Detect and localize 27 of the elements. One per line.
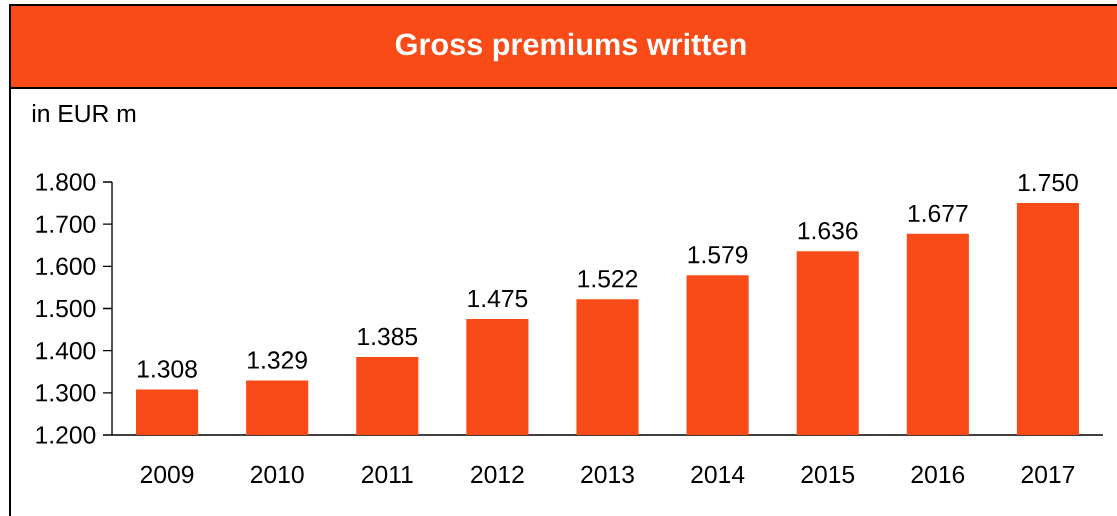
data-label: 1.329 bbox=[248, 351, 307, 369]
y-tick-label: 1.800 bbox=[36, 173, 96, 191]
x-tick-label: 2013 bbox=[581, 465, 634, 484]
y-tick-label: 1.200 bbox=[36, 426, 96, 444]
chart-title: Gross premiums written bbox=[395, 32, 746, 62]
y-tick-label: 1.300 bbox=[36, 384, 96, 402]
x-tick-label: 2014 bbox=[691, 465, 745, 484]
x-tick-label: 2010 bbox=[250, 465, 304, 484]
data-label: 1.522 bbox=[578, 269, 638, 288]
y-tick-label: 1.700 bbox=[36, 215, 96, 233]
x-tick-label: 2017 bbox=[1021, 465, 1075, 484]
data-label: 1.579 bbox=[688, 245, 748, 264]
x-tick-label: 2015 bbox=[801, 465, 855, 484]
data-label: 1.750 bbox=[1018, 173, 1078, 192]
data-label: 1.677 bbox=[908, 204, 968, 223]
x-tick-label: 2016 bbox=[911, 465, 965, 484]
data-label: 1.308 bbox=[138, 360, 197, 378]
data-label: 1.636 bbox=[798, 221, 858, 240]
x-tick-label: 2012 bbox=[471, 465, 524, 484]
data-label: 1.385 bbox=[358, 327, 418, 346]
data-label: 1.475 bbox=[468, 290, 528, 308]
x-tick-label: 2011 bbox=[361, 465, 413, 484]
y-tick-label: 1.400 bbox=[36, 341, 96, 360]
x-tick-label: 2009 bbox=[140, 465, 194, 484]
y-tick-label: 1.500 bbox=[36, 299, 96, 318]
y-tick-label: 1.600 bbox=[36, 257, 96, 276]
chart-subtitle: in EUR m bbox=[32, 104, 136, 123]
